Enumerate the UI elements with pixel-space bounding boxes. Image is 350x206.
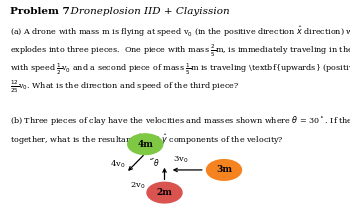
- Text: Droneplosion IID + Clayission: Droneplosion IID + Clayission: [64, 7, 230, 16]
- Text: explodes into three pieces.  One piece with mass $\frac{2}{5}$m, is immediately : explodes into three pieces. One piece wi…: [10, 43, 350, 59]
- Text: (a) A drone with mass m is flying at speed v$_0$ (in the positive direction $\ha: (a) A drone with mass m is flying at spe…: [10, 25, 350, 39]
- Text: 2m: 2m: [156, 188, 173, 197]
- Text: 4m: 4m: [137, 140, 153, 149]
- Text: $\frac{12}{25}$v$_0$. What is the direction and speed of the third piece?: $\frac{12}{25}$v$_0$. What is the direct…: [10, 78, 239, 95]
- Text: $\theta$: $\theta$: [153, 157, 160, 168]
- Text: Problem 7: Problem 7: [10, 7, 70, 16]
- Circle shape: [147, 182, 182, 203]
- Text: 2v$_0$: 2v$_0$: [130, 180, 145, 191]
- Text: 3m: 3m: [216, 165, 232, 174]
- Text: with speed $\frac{1}{2}$v$_0$ and a second piece of mass $\frac{1}{5}$m is trave: with speed $\frac{1}{2}$v$_0$ and a seco…: [10, 61, 350, 77]
- Text: 3v$_0$: 3v$_0$: [173, 154, 188, 165]
- Text: together, what is the resultant $\hat{x}$ and $\hat{y}$ components of the veloci: together, what is the resultant $\hat{x}…: [10, 132, 284, 147]
- Text: 4v$_0$: 4v$_0$: [110, 158, 125, 170]
- Circle shape: [206, 160, 242, 180]
- Circle shape: [128, 134, 163, 154]
- Text: (b) Three pieces of clay have the velocities and masses shown where $\theta$ = 3: (b) Three pieces of clay have the veloci…: [10, 114, 350, 127]
